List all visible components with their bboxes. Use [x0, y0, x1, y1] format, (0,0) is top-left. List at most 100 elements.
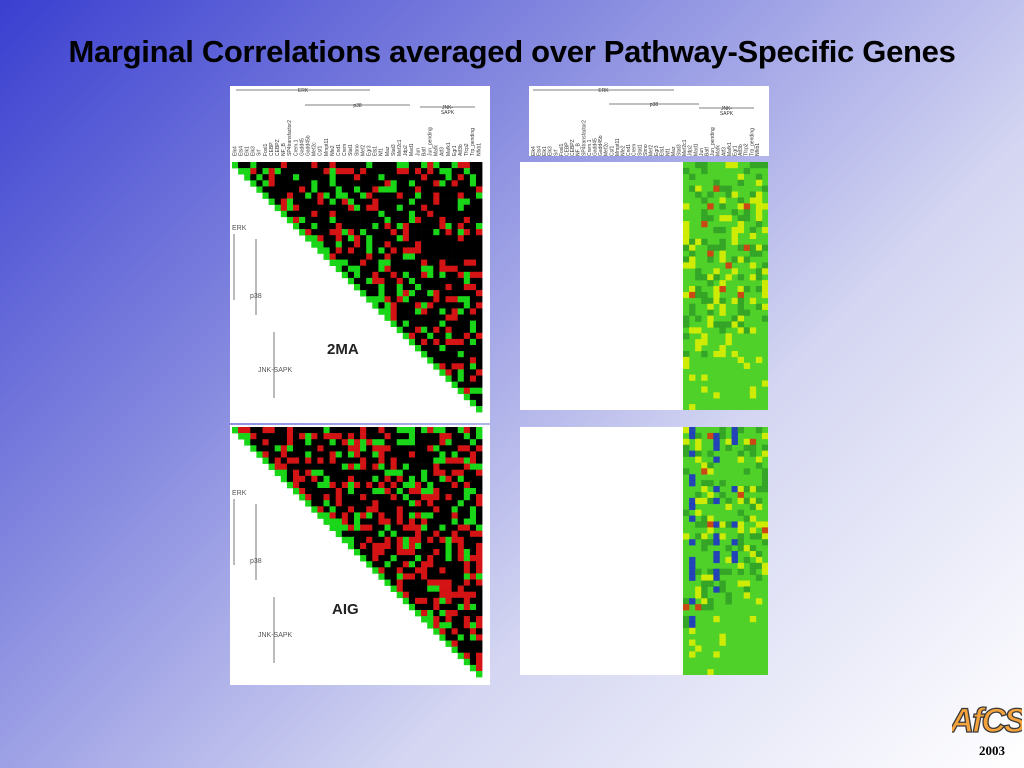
- gene-label: Tfcp2: [464, 143, 470, 156]
- matrix-cell: [354, 536, 361, 544]
- matrix-cell: [427, 494, 434, 501]
- matrix-cell: [408, 463, 416, 470]
- matrix-cell: [347, 223, 355, 230]
- matrix-cell: [469, 591, 477, 599]
- matrix-cell: [433, 616, 440, 623]
- gene-label: Mafk: [434, 145, 440, 156]
- matrix-cell: [360, 512, 367, 519]
- matrix-cell: [421, 573, 428, 580]
- heatmap-cell: [689, 562, 696, 570]
- matrix-cell: [329, 186, 336, 193]
- matrix-cell: [408, 573, 416, 580]
- matrix-cell: [329, 457, 336, 464]
- matrix-cell: [433, 247, 440, 254]
- matrix-cell: [280, 192, 288, 199]
- matrix-cell: [378, 506, 385, 513]
- matrix-cell: [384, 555, 391, 562]
- heatmap-aig-cells: [683, 427, 768, 675]
- heatmap-cell: [743, 556, 751, 564]
- matrix-cell: [390, 585, 397, 592]
- matrix-cell: [402, 524, 410, 531]
- matrix-cell: [384, 439, 391, 446]
- matrix-cell: [439, 597, 446, 605]
- matrix-cell: [366, 198, 373, 205]
- matrix-cell: [469, 369, 477, 376]
- matrix-cell: [402, 326, 410, 334]
- heatmap-cell: [695, 339, 702, 346]
- matrix-cell: [378, 451, 385, 458]
- heatmap-cell: [689, 556, 696, 564]
- matrix-cell: [476, 174, 483, 181]
- heatmap-cell: [695, 450, 702, 457]
- heatmap-cell: [695, 191, 702, 198]
- group-label-jnk: JNK-SAPK: [258, 632, 293, 639]
- matrix-cell: [415, 259, 422, 266]
- matrix-cell: [390, 259, 397, 266]
- matrix-cell: [427, 457, 434, 464]
- matrix-cell: [293, 445, 300, 452]
- matrix-cell: [408, 439, 416, 446]
- matrix-cell: [323, 445, 330, 452]
- gene-label: Gadd45b: [598, 135, 604, 156]
- heatmap-cell: [725, 185, 732, 192]
- matrix-cell: [280, 162, 288, 169]
- matrix-cell: [402, 530, 410, 538]
- matrix-cell: [433, 284, 440, 291]
- matrix-cell: [439, 561, 446, 568]
- matrix-cell: [421, 338, 428, 346]
- matrix-cell: [476, 192, 483, 199]
- matrix-cell: [378, 210, 385, 218]
- matrix-cell: [408, 579, 416, 586]
- matrix-cell: [329, 241, 336, 248]
- heatmap-cell: [737, 244, 745, 251]
- matrix-cell: [451, 284, 458, 291]
- matrix-cell: [311, 186, 318, 193]
- matrix-cell: [427, 427, 434, 434]
- matrix-cell: [323, 253, 330, 260]
- matrix-cell: [311, 445, 318, 452]
- matrix-cell: [469, 640, 477, 647]
- heatmap-cell: [719, 286, 726, 293]
- matrix-cell: [366, 247, 373, 254]
- matrix-cell: [476, 567, 483, 574]
- matrix-cell: [280, 433, 288, 440]
- heatmap-cell: [743, 203, 751, 210]
- matrix-cell: [396, 308, 404, 315]
- matrix-cell: [335, 451, 343, 458]
- matrix-cell: [408, 290, 416, 297]
- matrix-cell: [396, 536, 404, 544]
- matrix-cell: [372, 186, 379, 193]
- matrix-cell: [476, 375, 483, 382]
- heatmap-cell: [713, 521, 720, 528]
- matrix-cell: [347, 524, 355, 531]
- matrix-cell: [451, 338, 458, 346]
- matrix-cell: [305, 198, 312, 205]
- heatmap-cell: [731, 256, 738, 263]
- matrix-cell: [366, 210, 373, 218]
- matrix-cell: [366, 561, 373, 568]
- matrix-cell: [457, 223, 465, 230]
- heatmap-cell: [701, 545, 708, 552]
- heatmap-cell: [701, 339, 708, 346]
- gene-label: Jun_pending: [710, 127, 716, 156]
- heatmap-cell: [707, 527, 714, 534]
- gene-label: Crem.1: [587, 139, 593, 156]
- matrix-cell: [402, 549, 410, 556]
- matrix-cell: [274, 186, 282, 193]
- matrix-cell: [457, 332, 465, 340]
- matrix-cell: [329, 198, 336, 205]
- matrix-cell: [347, 506, 355, 513]
- heatmap-cell: [719, 327, 726, 334]
- matrix-cell: [445, 451, 452, 458]
- heatmap-cell: [707, 568, 714, 575]
- matrix-cell: [457, 518, 465, 525]
- matrix-cell: [390, 296, 397, 303]
- matrix-cell: [433, 530, 440, 538]
- matrix-cell: [329, 488, 336, 495]
- matrix-cell: [354, 500, 361, 507]
- matrix-cell: [476, 561, 483, 568]
- matrix-cell: [305, 235, 312, 242]
- matrix-cell: [378, 223, 385, 230]
- matrix-cell: [360, 451, 367, 458]
- matrix-cell: [451, 634, 458, 641]
